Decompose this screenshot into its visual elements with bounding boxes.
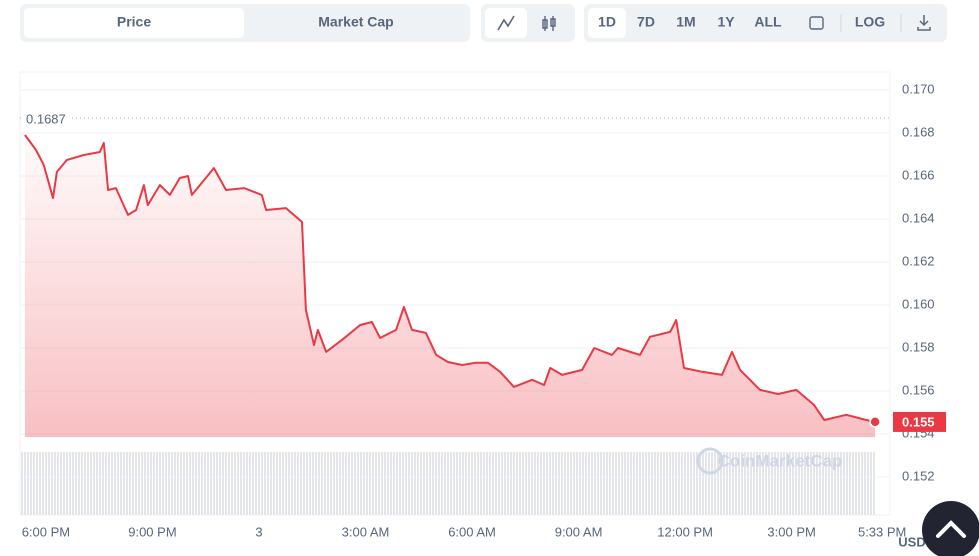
price-line — [24, 134, 876, 423]
y-tick-label: 0.152 — [902, 468, 935, 483]
chevron — [936, 520, 966, 538]
tab-market-cap[interactable]: Market Cap — [318, 14, 393, 30]
range-button[interactable]: 7D — [637, 14, 655, 30]
line-icon — [497, 15, 515, 31]
range-button[interactable]: 1D — [598, 14, 616, 30]
scroll-top[interactable] — [922, 501, 979, 556]
range-active[interactable] — [588, 8, 626, 38]
x-tick-label: 3:00 AM — [342, 524, 390, 539]
x-tick-label: 9:00 AM — [555, 524, 603, 539]
reference-label-bg — [22, 108, 70, 127]
x-tick-label: 12:00 PM — [657, 524, 713, 539]
currency-label: USD — [898, 534, 925, 549]
y-tick-label: 0.158 — [902, 339, 935, 354]
y-tick-label: 0.166 — [902, 167, 935, 182]
tab-price[interactable]: Price — [117, 14, 151, 30]
x-tick-label: 3:00 PM — [767, 524, 815, 539]
volume-backdrop — [20, 452, 876, 515]
watermark-logo — [696, 447, 724, 475]
price-badge — [893, 411, 946, 432]
x-tick-label: 6:00 PM — [22, 524, 70, 539]
x-tick-label: 3 — [255, 524, 262, 539]
x-tick-label: 9:00 PM — [128, 524, 176, 539]
reference-label: 0.1687 — [26, 111, 66, 126]
range-button[interactable]: 1Y — [717, 14, 735, 30]
y-tick-label: 0.164 — [902, 210, 935, 225]
x-tick-label: 6:00 AM — [448, 524, 496, 539]
last-point — [869, 416, 881, 428]
calendar-icon[interactable] — [809, 16, 824, 30]
download-icon[interactable] — [917, 15, 931, 31]
y-tick-label: 0.168 — [902, 124, 935, 139]
y-tick-label: 0.162 — [902, 253, 935, 268]
price-badge-label: 0.155 — [902, 414, 935, 429]
candle-icon[interactable] — [542, 16, 556, 31]
range-group — [584, 4, 947, 42]
y-tick-label: 0.156 — [902, 382, 935, 397]
range-button[interactable]: ALL — [754, 14, 782, 30]
range-button[interactable]: 1M — [676, 14, 695, 30]
y-tick-label: 0.170 — [902, 81, 935, 96]
watermark: CoinMarketCap — [718, 451, 843, 470]
price-area — [24, 135, 876, 437]
log-button[interactable]: LOG — [855, 14, 885, 30]
x-tick-label: 5:33 PM — [858, 524, 906, 539]
tab-active[interactable] — [24, 8, 244, 38]
y-tick-label: 0.160 — [902, 296, 935, 311]
